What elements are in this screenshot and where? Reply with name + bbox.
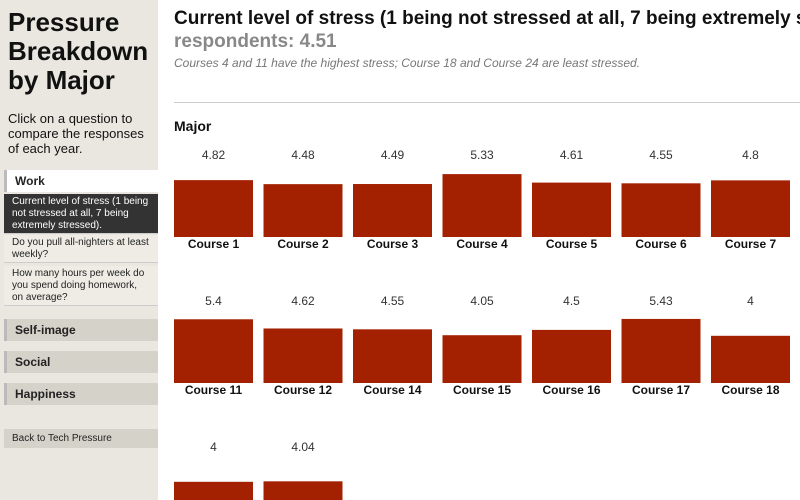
- back-link[interactable]: Back to Tech Pressure: [4, 429, 158, 448]
- bar: [263, 481, 343, 500]
- sidebar-title: Pressure Breakdown by Major: [8, 7, 149, 95]
- category-label: Course 18: [721, 383, 779, 397]
- category-label: Course 12: [274, 383, 332, 397]
- bar: [711, 335, 790, 383]
- subtitle: respondents: 4.51: [174, 31, 337, 52]
- bar: [532, 182, 611, 237]
- bar: [263, 328, 343, 383]
- category-label: Course 6: [635, 237, 687, 251]
- question[interactable]: How many hours per week do you spend doi…: [4, 266, 158, 306]
- bar: [532, 329, 611, 383]
- bar: [263, 184, 343, 237]
- value-label: 4.04: [291, 440, 315, 454]
- value-label: 4: [747, 294, 754, 308]
- value-label: 4.61: [560, 148, 584, 162]
- section[interactable]: Work: [4, 170, 158, 192]
- category-label: Course 14: [363, 383, 421, 397]
- value-label: 4.62: [291, 294, 315, 308]
- value-label: 4: [210, 440, 217, 454]
- value-label: 4.05: [470, 294, 494, 308]
- value-label: 4.48: [291, 148, 315, 162]
- value-label: 4.5: [563, 294, 580, 308]
- category-label: Course 15: [453, 383, 511, 397]
- section[interactable]: Self-image: [4, 319, 158, 341]
- category-label: Course 2: [277, 237, 329, 251]
- value-label: 5.43: [649, 294, 673, 308]
- bar: [621, 318, 701, 383]
- bar: [353, 184, 432, 237]
- chart: 4.82 Course 1 4.48 Course 2 4.49 Course 3 5.33…: [174, 148, 790, 500]
- title: Current level of stress (1 being not str…: [174, 8, 800, 29]
- category-label: Course 1: [188, 237, 240, 251]
- bar: [442, 335, 522, 383]
- category-label: Course 4: [456, 237, 508, 251]
- value-label: 4.8: [742, 148, 759, 162]
- value-label: 5.4: [205, 294, 222, 308]
- category-label: Course 17: [632, 383, 690, 397]
- divider: [174, 102, 800, 103]
- category-label: Course 5: [546, 237, 598, 251]
- section[interactable]: Social: [4, 351, 158, 373]
- value-label: 4.55: [649, 148, 673, 162]
- category-label: Course 11: [185, 383, 243, 397]
- question[interactable]: Current level of stress (1 being not str…: [4, 194, 158, 234]
- value-label: 4.49: [381, 148, 405, 162]
- intro: Click on a question to compare the respo…: [8, 111, 144, 156]
- bar: [174, 180, 253, 237]
- note: Courses 4 and 11 have the highest stress…: [174, 56, 641, 70]
- bar: [174, 319, 253, 383]
- section[interactable]: Happiness: [4, 383, 158, 405]
- value-label: 4.55: [381, 294, 405, 308]
- bar: [353, 329, 432, 383]
- value-label: 5.33: [470, 148, 494, 162]
- bar: [174, 481, 253, 500]
- main: Current level of stress (1 being not str…: [174, 0, 800, 500]
- sidebar: Pressure Breakdown by Major Click on a q…: [0, 0, 158, 500]
- bar: [711, 180, 790, 237]
- question[interactable]: Do you pull all-nighters at least weekly…: [4, 235, 158, 263]
- bar: [442, 174, 522, 237]
- value-label: 4.82: [202, 148, 226, 162]
- category-label: Course 3: [367, 237, 419, 251]
- category-label: Course 16: [542, 383, 600, 397]
- category-label: Course 7: [725, 237, 777, 251]
- bar: [621, 183, 701, 237]
- group-label: Major: [174, 118, 212, 134]
